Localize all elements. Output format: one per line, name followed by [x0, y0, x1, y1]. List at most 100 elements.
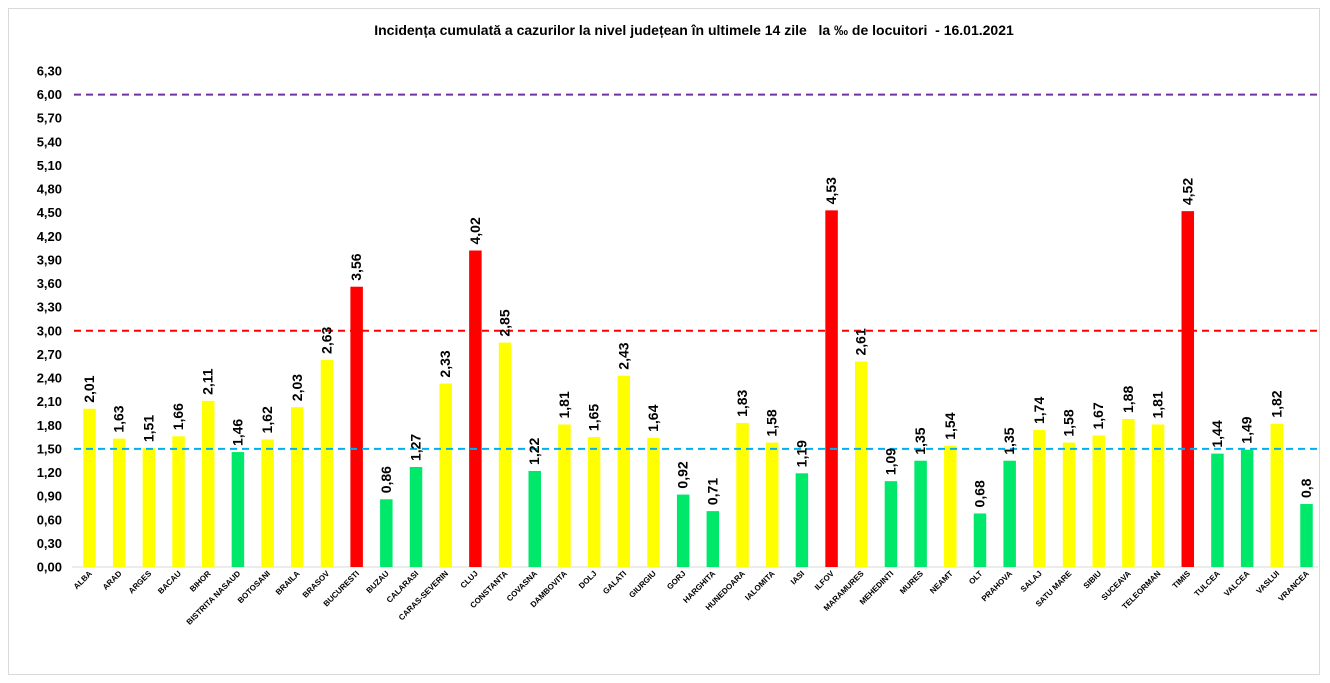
data-label: 1,62 — [259, 406, 275, 433]
y-tick-label: 3,90 — [37, 252, 62, 267]
data-label: 1,35 — [912, 427, 928, 454]
x-tick-label: NEAMT — [928, 569, 955, 596]
data-label: 0,71 — [704, 478, 720, 505]
bar — [1300, 504, 1313, 567]
bar — [855, 361, 868, 567]
x-tick-label: BUZAU — [365, 569, 391, 595]
y-tick-label: 4,80 — [37, 182, 62, 197]
bar — [587, 437, 601, 567]
data-label: 0,92 — [675, 461, 691, 488]
data-label: 2,43 — [615, 342, 631, 369]
data-label: 2,11 — [200, 368, 216, 395]
data-label: 1,46 — [229, 419, 245, 446]
chart-title: Incidența cumulată a cazurilor la nivel … — [374, 22, 1014, 38]
data-label: 1,74 — [1031, 397, 1047, 424]
y-tick-label: 2,10 — [37, 394, 62, 409]
data-label: 1,82 — [1268, 390, 1284, 417]
data-label: 1,35 — [1001, 427, 1017, 454]
x-tick-label: IALOMITA — [743, 569, 776, 602]
data-label: 1,81 — [1150, 391, 1166, 418]
x-tick-label: PRAHOVA — [980, 569, 1014, 603]
y-tick-label: 3,00 — [37, 323, 62, 338]
bar — [409, 467, 423, 567]
data-label: 0,8 — [1298, 478, 1314, 498]
bar — [1211, 453, 1224, 567]
x-tick-label: BRAILA — [274, 569, 302, 597]
y-tick-label: 1,80 — [37, 418, 62, 433]
data-label: 1,51 — [140, 415, 156, 442]
y-tick-label: 2,40 — [37, 371, 62, 386]
x-tick-label: BISTRITA NASAUD — [185, 569, 243, 627]
y-tick-label: 4,20 — [37, 229, 62, 244]
data-label: 1,63 — [111, 405, 127, 432]
data-label: 2,85 — [497, 309, 513, 336]
bar — [439, 383, 452, 567]
data-label: 1,83 — [734, 389, 750, 416]
x-tick-label: DOLJ — [577, 569, 598, 590]
bar — [1181, 211, 1195, 567]
y-tick-label: 0,90 — [37, 489, 62, 504]
bar — [944, 445, 957, 567]
bar — [765, 442, 779, 567]
y-tick-label: 0,30 — [37, 536, 62, 551]
data-label: 1,67 — [1090, 402, 1106, 429]
labels-layer: 2,01 1,63 1,51 1,66 2,11 1,46 1,62 2,03 2,63 3,56… — [81, 177, 1314, 508]
y-tick-label: 3,30 — [37, 300, 62, 315]
x-tick-label: SALAJ — [1019, 569, 1044, 594]
data-label: 4,53 — [823, 177, 839, 204]
y-tick-label: 1,50 — [37, 441, 62, 456]
x-tick-label: GIURGIU — [627, 569, 658, 600]
bar — [1240, 449, 1254, 567]
x-tick-label: IASI — [789, 569, 806, 586]
x-tick-label: SIBIU — [1082, 569, 1104, 591]
bar — [1270, 423, 1284, 567]
x-tick-label: ILFOV — [813, 569, 836, 592]
x-tick-label: BIHOR — [188, 569, 213, 594]
y-tick-label: 4,50 — [37, 205, 62, 220]
bar — [1003, 460, 1016, 567]
bar — [291, 407, 304, 567]
bar — [617, 375, 631, 567]
bar — [261, 439, 274, 567]
bar — [469, 250, 482, 567]
y-tick-label: 6,00 — [37, 87, 62, 102]
data-label: 0,68 — [971, 480, 987, 507]
data-label: 1,09 — [882, 448, 898, 475]
bar — [498, 342, 512, 567]
data-label: 4,02 — [467, 217, 483, 244]
x-tick-label: BRASOV — [301, 569, 332, 600]
data-label: 1,66 — [170, 403, 186, 430]
bar — [231, 452, 245, 567]
y-tick-label: 2,70 — [37, 347, 62, 362]
data-label: 2,01 — [81, 375, 97, 402]
bar — [528, 470, 541, 567]
bar — [795, 473, 809, 567]
data-label: 1,54 — [942, 412, 958, 439]
data-label: 1,27 — [408, 434, 424, 461]
bar — [884, 481, 898, 567]
data-label: 1,64 — [645, 404, 661, 431]
bar — [112, 438, 126, 567]
bar — [172, 436, 185, 567]
x-tick-label: ARGES — [127, 569, 154, 596]
data-label: 1,58 — [1061, 409, 1077, 436]
bar — [736, 422, 749, 567]
bar — [973, 513, 987, 567]
data-label: 1,44 — [1209, 420, 1225, 447]
bar — [1122, 418, 1135, 567]
data-label: 3,56 — [348, 253, 364, 280]
bar — [1033, 430, 1046, 567]
x-tick-label: TULCEA — [1193, 569, 1222, 598]
x-tick-label: BACAU — [156, 569, 183, 596]
x-tick-label: MURES — [898, 569, 925, 596]
y-tick-label: 1,20 — [37, 465, 62, 480]
data-label: 1,19 — [793, 440, 809, 467]
data-label: 1,22 — [526, 437, 542, 464]
data-label: 1,88 — [1120, 386, 1136, 413]
bar — [380, 499, 393, 567]
x-tick-label: ALBA — [72, 569, 94, 591]
data-label: 1,65 — [586, 404, 602, 431]
bar — [647, 437, 660, 567]
bar — [706, 511, 720, 567]
